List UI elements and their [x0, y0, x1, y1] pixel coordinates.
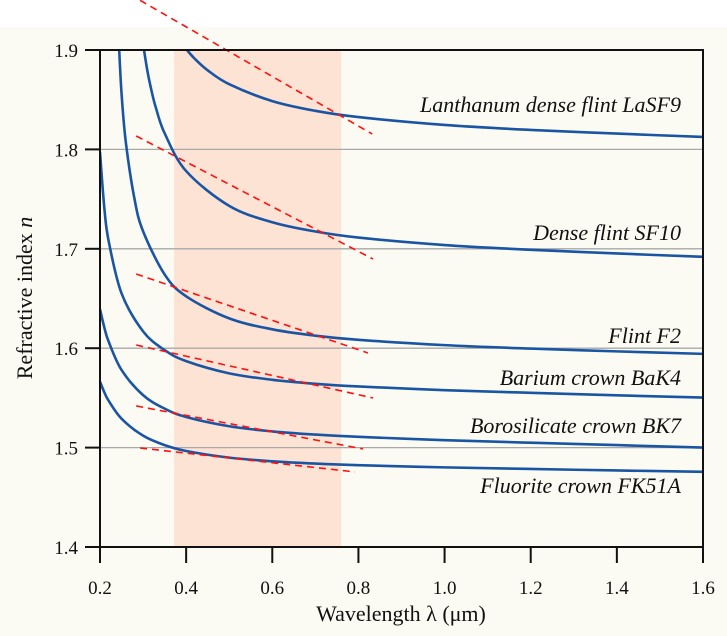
dispersion-curve [100, 381, 703, 474]
x-axis-ticks: 0.2 0.4 0.6 0.8 1.0 1.2 1.4 1.6 [88, 547, 715, 599]
x-tick-label: 1.0 [433, 578, 457, 599]
series-label: Fluorite crown FK51A [479, 473, 681, 498]
y-tick-label: 1.6 [54, 339, 78, 360]
series-labels: Lanthanum dense flint LaSF9 Dense flint S… [419, 92, 682, 498]
x-tick-label: 0.4 [174, 578, 198, 599]
visible-spectrum-band [174, 50, 342, 547]
tangent-line [136, 405, 364, 450]
y-axis-title-text: Refractive index [12, 228, 37, 380]
y-tick-label: 1.7 [54, 240, 78, 261]
series-label: Flint F2 [607, 323, 681, 348]
x-tick-label: 1.6 [691, 578, 715, 599]
dispersion-curve [100, 309, 703, 449]
axes [85, 49, 704, 548]
y-tick-label: 1.5 [54, 439, 78, 460]
x-tick-label: 0.8 [347, 578, 371, 599]
x-tick-label: 0.2 [88, 578, 112, 599]
tangent-line [135, 273, 369, 354]
tangent-line [136, 344, 374, 399]
y-tick-label: 1.9 [54, 41, 78, 62]
gridlines [100, 148, 703, 449]
x-tick-label: 1.4 [605, 578, 629, 599]
x-tick-label: 0.6 [260, 578, 284, 599]
series-label: Borosilicate crown BK7 [470, 413, 682, 438]
y-axis-title: Refractive index n [12, 217, 37, 380]
tangent-lines [135, 0, 374, 473]
tangent-line [135, 135, 374, 260]
dispersion-curve [100, 152, 703, 399]
tangent-line [139, 447, 356, 473]
dispersion-curve [185, 50, 703, 139]
x-tick-label: 1.2 [519, 578, 543, 599]
y-tick-label: 1.8 [54, 140, 78, 161]
dispersion-curves [100, 50, 703, 474]
dispersion-curve [117, 50, 703, 356]
series-label: Barium crown BaK4 [500, 365, 681, 390]
series-label: Lanthanum dense flint LaSF9 [419, 92, 681, 117]
y-axis-title-variable: n [12, 217, 37, 228]
y-axis-ticks: 1.4 1.5 1.6 1.7 1.8 1.9 [54, 41, 100, 559]
x-axis-title: Wavelength λ (μm) [316, 601, 486, 626]
dispersion-curve [142, 50, 703, 259]
tangent-line [139, 0, 373, 135]
y-tick-label: 1.4 [54, 538, 78, 559]
series-label: Dense flint SF10 [532, 220, 681, 245]
